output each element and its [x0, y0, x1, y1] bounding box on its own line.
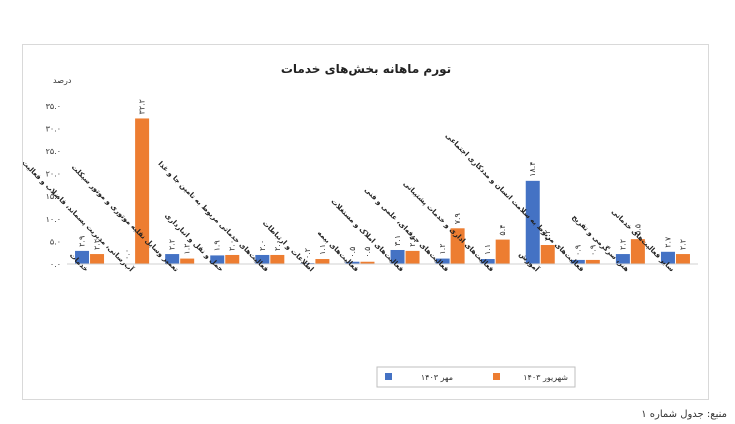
- bar-mehr: [75, 250, 90, 264]
- bar-mehr: [255, 254, 270, 264]
- bar-mehr: [615, 254, 630, 264]
- y-axis-label: درصد: [53, 76, 72, 85]
- bar-mehr: [165, 254, 180, 264]
- bar-data-label: ۱.۱: [483, 244, 492, 255]
- bar-data-label: ۲.۷: [663, 236, 672, 248]
- bar-data-label: ۲.۹: [78, 236, 87, 247]
- bar-data-label: ۱.۲: [183, 243, 192, 254]
- bar-data-label: ۱۸.۴: [528, 161, 537, 176]
- y-tick-label: ۱۵.۰: [46, 192, 61, 201]
- chart-container: تورم ماهانه بخش‌های خدمات درصد ۰.۰ ۵.۰ ۱۰.…: [22, 44, 709, 400]
- bar-mehr: [660, 251, 675, 264]
- bar-data-label: ۲.۰: [273, 240, 282, 251]
- bar-data-label: ۲.۹: [408, 236, 417, 247]
- bar-data-label: ۰.۵: [363, 247, 372, 258]
- bar-data-label: ۵.۵: [633, 224, 642, 235]
- bar-shahrivar: [405, 250, 420, 264]
- bar-shahrivar: [315, 259, 330, 264]
- bar-mehr: [345, 261, 360, 264]
- bar-data-label: ۰.۲: [303, 248, 312, 259]
- y-tick-label: ۳۰.۰: [46, 124, 61, 133]
- bar-data-label: ۳۲.۲: [138, 99, 147, 114]
- bar-mehr: [480, 259, 495, 264]
- bar-data-label: ۲.۰: [258, 240, 267, 251]
- bar-data-label: ۲.۲: [168, 239, 177, 250]
- bar-data-label: ۲.۲: [618, 239, 627, 250]
- bar-shahrivar: [675, 254, 690, 264]
- bar-mehr: [390, 249, 405, 264]
- bar-data-label: ۱.۲: [438, 243, 447, 254]
- bar-shahrivar: [135, 118, 150, 265]
- bar-mehr: [570, 259, 585, 264]
- y-tick-label: ۲۵.۰: [46, 147, 61, 156]
- bar-shahrivar: [630, 239, 645, 264]
- bar-shahrivar: [585, 259, 600, 264]
- bar-data-label: ۰.۹: [588, 245, 597, 256]
- bar-data-label: ۵.۴: [498, 224, 507, 235]
- bar-data-label: ۰.۰: [123, 249, 132, 260]
- bar-shahrivar: [270, 254, 285, 264]
- bar-mehr: [435, 258, 450, 264]
- bar-data-label: ۱.۱: [318, 244, 327, 255]
- legend-label: شهریور ۱۴۰۳: [523, 373, 568, 382]
- source-note: منبع: جدول شماره ۱: [641, 409, 727, 420]
- x-category-label: اطلاعات و ارتباطات: [261, 219, 315, 273]
- legend-label: مهر ۱۴۰۳: [421, 373, 453, 382]
- y-tick-label: ۲۰.۰: [46, 170, 61, 179]
- bar-data-label: ۱.۹: [213, 240, 222, 251]
- bar-shahrivar: [495, 239, 510, 264]
- y-tick-label: ۰.۰: [50, 260, 61, 269]
- bar-data-label: ۳.۱: [393, 235, 402, 246]
- bar-data-label: ۰.۹: [573, 245, 582, 256]
- bar-data-label: ۴.۲: [543, 230, 552, 241]
- bar-data-label: ۲.۲: [678, 239, 687, 250]
- chart-title: تورم ماهانه بخش‌های خدمات: [281, 62, 451, 77]
- y-tick-label: ۳۵.۰: [46, 102, 61, 111]
- bar-shahrivar: [90, 254, 105, 264]
- y-axis-ticks: ۰.۰ ۵.۰ ۱۰.۰ ۱۵.۰ ۲۰.۰ ۲۵.۰ ۳۰.۰ ۳۵.۰: [46, 102, 61, 269]
- bar-data-label: ۷.۹: [453, 213, 462, 224]
- bar-shahrivar: [450, 228, 465, 264]
- bar-mehr: [210, 255, 225, 264]
- legend-box: [376, 366, 576, 388]
- x-category-label: فعالیت‌های مربوط به سلامت انسان و مددکار…: [444, 132, 586, 274]
- bar-shahrivar: [225, 254, 240, 264]
- legend: مهر ۱۴۰۳ شهریور ۱۴۰۳: [376, 366, 576, 388]
- bar-data-label: ۲.۲: [93, 239, 102, 250]
- bar-data-label: ۲.۰: [228, 240, 237, 251]
- legend-swatch: [385, 373, 392, 380]
- bar-shahrivar: [540, 245, 555, 264]
- legend-swatch: [493, 373, 500, 380]
- bars-group: ۲.۹ ۰.۰ ۲.۲ ۱.۹ ۲.۰ ۰.۲ ۰.۵ ۳.۱ ۱.۲ ۱.۱ ۱۸.۴ ۰.۹ ۲.۲…: [75, 99, 690, 265]
- bar-mehr: [525, 180, 540, 264]
- bar-chart: تورم ماهانه بخش‌های خدمات درصد ۰.۰ ۵.۰ ۱۰.…: [23, 62, 698, 388]
- bar-shahrivar: [360, 261, 375, 264]
- bar-data-label: ۰.۵: [348, 247, 357, 258]
- y-tick-label: ۵.۰: [50, 237, 61, 246]
- bar-shahrivar: [180, 258, 195, 264]
- y-tick-label: ۱۰.۰: [46, 215, 61, 224]
